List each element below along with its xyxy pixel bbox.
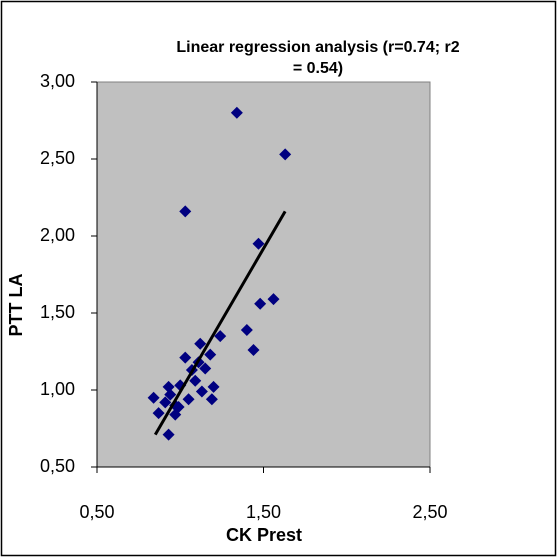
- data-point: [195, 385, 208, 398]
- chart-title: Linear regression analysis (r=0.74; r2: [176, 39, 459, 56]
- plot-area: [96, 81, 431, 468]
- data-point: [194, 337, 207, 350]
- data-point: [172, 400, 185, 413]
- data-point: [279, 148, 292, 161]
- x-axis-title: CK Prest: [226, 525, 302, 545]
- data-point: [230, 106, 243, 119]
- y-tick-label: 1,50: [40, 302, 75, 322]
- data-point: [159, 396, 172, 409]
- data-point: [162, 380, 175, 393]
- data-point: [247, 343, 260, 356]
- y-axis-title: PTT LA: [6, 274, 26, 337]
- data-point: [214, 330, 227, 343]
- data-point: [205, 393, 218, 406]
- data-point: [182, 393, 195, 406]
- data-point: [179, 351, 192, 364]
- data-point: [254, 297, 267, 310]
- x-tick-label: 0,50: [79, 502, 114, 522]
- data-point: [199, 362, 212, 375]
- data-point: [252, 237, 265, 250]
- x-tick-label: 2,50: [412, 502, 447, 522]
- y-tick-label: 2,50: [40, 148, 75, 168]
- data-point: [164, 388, 177, 401]
- data-point: [152, 407, 165, 420]
- data-point: [189, 374, 202, 387]
- data-point: [147, 391, 160, 404]
- y-tick-label: 1,00: [40, 379, 75, 399]
- data-point: [207, 380, 220, 393]
- y-tick-label: 3,00: [40, 71, 75, 91]
- trendline: [153, 210, 287, 436]
- y-tick-label: 0,50: [40, 456, 75, 476]
- data-point: [204, 348, 217, 361]
- y-tick-label: 2,00: [40, 225, 75, 245]
- data-point: [267, 293, 280, 306]
- data-point: [240, 323, 253, 336]
- chart-title: = 0.54): [293, 60, 343, 77]
- data-point: [179, 205, 192, 218]
- x-tick-label: 1,50: [246, 502, 281, 522]
- data-point: [162, 428, 175, 441]
